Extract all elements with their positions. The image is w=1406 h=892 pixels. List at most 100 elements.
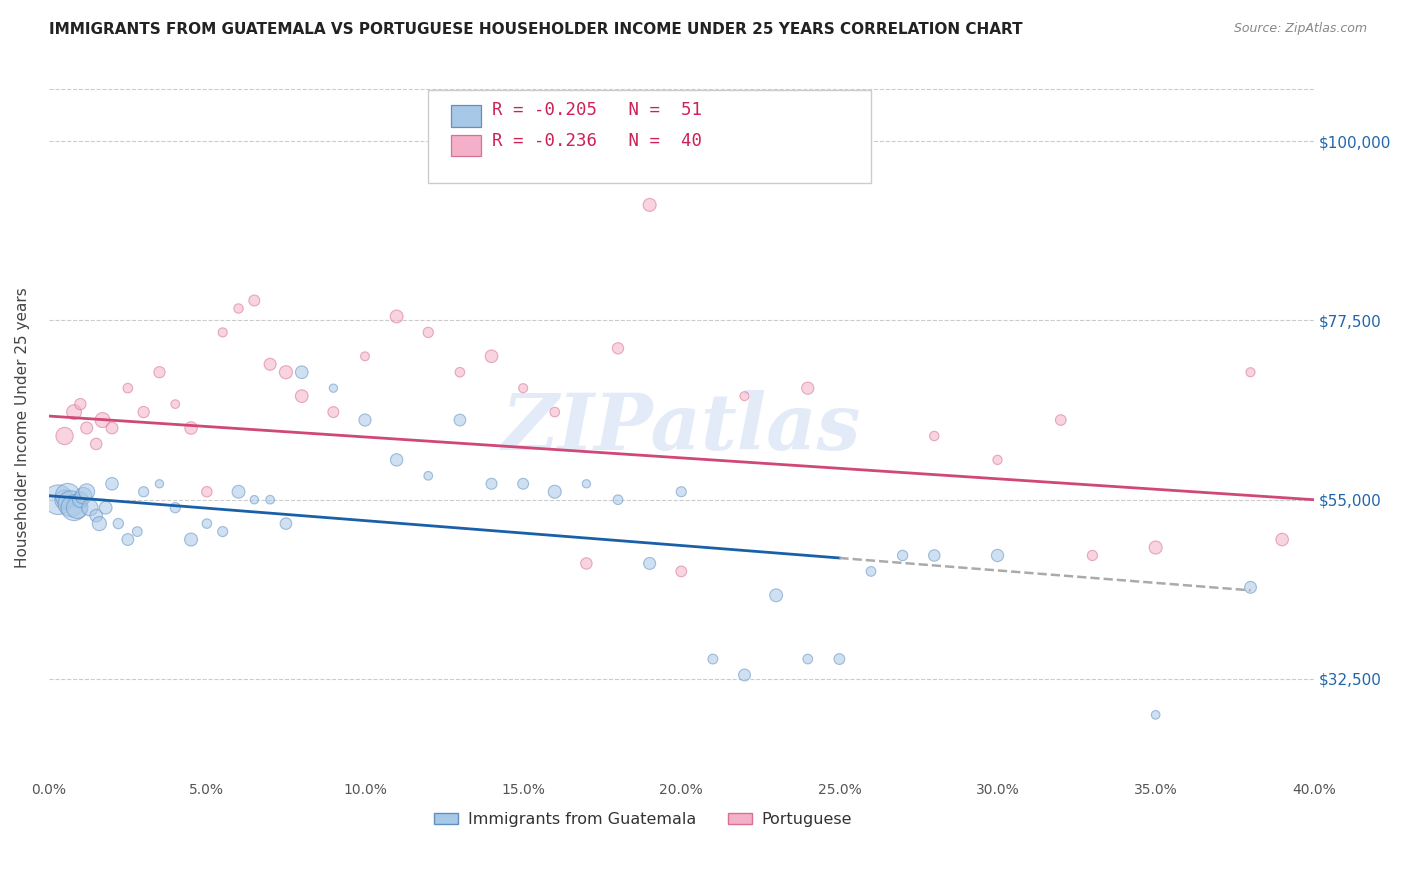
Point: [481, 349, 503, 363]
Point: [797, 652, 820, 666]
Point: [1049, 413, 1071, 427]
FancyBboxPatch shape: [429, 90, 870, 183]
Point: [56, 489, 79, 503]
Y-axis label: Householder Income Under 25 years: Householder Income Under 25 years: [15, 287, 30, 568]
Point: [72, 489, 94, 503]
Point: [53, 492, 76, 507]
Point: [243, 492, 266, 507]
Point: [1144, 541, 1167, 555]
Point: [354, 349, 377, 363]
Point: [575, 557, 598, 571]
Point: [765, 588, 787, 602]
Point: [828, 652, 851, 666]
Point: [180, 533, 202, 547]
Point: [69, 492, 91, 507]
Point: [322, 405, 344, 419]
Point: [259, 492, 281, 507]
Point: [1239, 580, 1261, 594]
Point: [1271, 533, 1294, 547]
Point: [512, 476, 534, 491]
Point: [79, 500, 101, 515]
Point: [66, 500, 89, 515]
Text: IMMIGRANTS FROM GUATEMALA VS PORTUGUESE HOUSEHOLDER INCOME UNDER 25 YEARS CORREL: IMMIGRANTS FROM GUATEMALA VS PORTUGUESE …: [49, 22, 1022, 37]
Point: [63, 500, 86, 515]
Legend: Immigrants from Guatemala, Portuguese: Immigrants from Guatemala, Portuguese: [427, 805, 859, 834]
Point: [228, 301, 250, 316]
Point: [638, 198, 661, 212]
Point: [734, 668, 756, 682]
Point: [671, 565, 693, 579]
Point: [76, 421, 98, 435]
Point: [180, 421, 202, 435]
Text: ZIPatlas: ZIPatlas: [502, 390, 860, 467]
Point: [607, 492, 630, 507]
Point: [274, 365, 297, 379]
Point: [59, 497, 82, 511]
Point: [46, 492, 69, 507]
Point: [702, 652, 724, 666]
Point: [228, 484, 250, 499]
Point: [734, 389, 756, 403]
Point: [69, 397, 91, 411]
Point: [132, 484, 155, 499]
Point: [291, 365, 314, 379]
Point: [481, 476, 503, 491]
Point: [148, 476, 170, 491]
Point: [53, 429, 76, 443]
Point: [1144, 707, 1167, 722]
Text: Source: ZipAtlas.com: Source: ZipAtlas.com: [1233, 22, 1367, 36]
Point: [101, 476, 124, 491]
Point: [132, 405, 155, 419]
Text: R = -0.205   N =  51: R = -0.205 N = 51: [492, 101, 702, 119]
Point: [922, 429, 945, 443]
Point: [449, 365, 471, 379]
Point: [165, 397, 187, 411]
Point: [859, 565, 882, 579]
Point: [512, 381, 534, 395]
Point: [1081, 549, 1104, 563]
Point: [243, 293, 266, 308]
Point: [1239, 365, 1261, 379]
Point: [891, 549, 914, 563]
Point: [354, 413, 377, 427]
Point: [607, 342, 630, 356]
Point: [418, 468, 440, 483]
Point: [89, 516, 111, 531]
Point: [84, 508, 107, 523]
Point: [986, 453, 1008, 467]
Point: [671, 484, 693, 499]
Point: [449, 413, 471, 427]
Point: [107, 516, 129, 531]
Point: [418, 326, 440, 340]
Point: [117, 381, 139, 395]
Text: R = -0.236   N =  40: R = -0.236 N = 40: [492, 132, 702, 150]
Point: [575, 476, 598, 491]
Point: [63, 405, 86, 419]
Point: [117, 533, 139, 547]
Point: [76, 484, 98, 499]
Point: [797, 381, 820, 395]
Point: [638, 557, 661, 571]
Bar: [451, 135, 481, 156]
Point: [544, 405, 567, 419]
Point: [211, 326, 233, 340]
Point: [291, 389, 314, 403]
Point: [195, 516, 218, 531]
Point: [986, 549, 1008, 563]
Point: [94, 500, 117, 515]
Point: [322, 381, 344, 395]
Point: [91, 413, 114, 427]
Point: [274, 516, 297, 531]
Point: [922, 549, 945, 563]
Point: [84, 437, 107, 451]
Point: [165, 500, 187, 515]
Point: [385, 310, 408, 324]
Point: [259, 357, 281, 371]
Point: [148, 365, 170, 379]
Point: [544, 484, 567, 499]
Point: [195, 484, 218, 499]
Point: [127, 524, 149, 539]
Point: [385, 453, 408, 467]
Bar: [451, 105, 481, 127]
Point: [101, 421, 124, 435]
